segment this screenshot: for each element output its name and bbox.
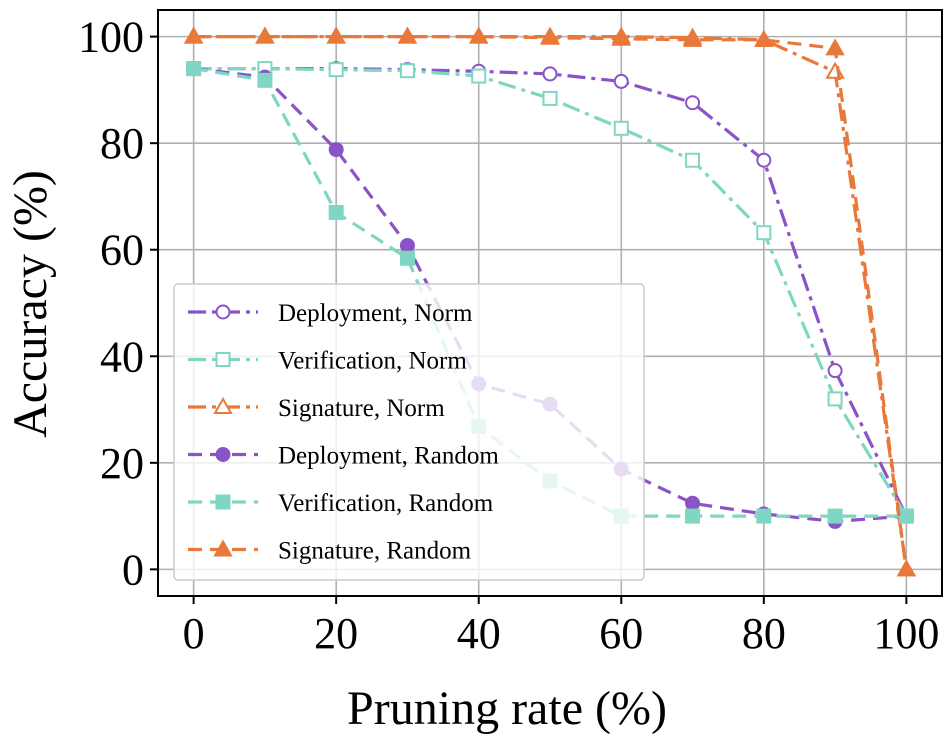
legend-swatch-marker: [213, 539, 233, 557]
data-point: [756, 152, 772, 168]
legend: Deployment, Norm Verification, Norm Signat…: [173, 283, 645, 581]
data-point: [328, 62, 344, 78]
data-point: [399, 237, 415, 253]
legend-item: Deployment, Random: [188, 443, 499, 470]
data-point: [685, 152, 701, 168]
legend-swatch-marker: [215, 352, 231, 367]
data-point: [542, 90, 558, 106]
legend-item: Verification, Norm: [188, 348, 467, 375]
x-tick-label: 0: [183, 609, 205, 658]
y-axis-label: Accuracy (%): [4, 170, 57, 438]
y-tick-label: 80: [100, 119, 144, 168]
y-tick-label: 100: [78, 13, 144, 62]
y-tick-label: 40: [100, 332, 144, 381]
legend-label: Signature, Random: [278, 538, 472, 565]
data-point: [827, 391, 843, 407]
data-point: [540, 27, 560, 45]
series-line: [193, 66, 908, 517]
data-point: [613, 73, 629, 89]
data-point: [183, 26, 204, 44]
data-point: [397, 26, 418, 44]
data-point: [328, 142, 344, 158]
data-point: [896, 559, 917, 577]
data-point: [827, 363, 843, 379]
plot-frame: [157, 9, 943, 597]
legend-item: Signature, Norm: [188, 395, 445, 422]
ticks: 0 20 40 60 80 100 0 20 40 60 80 100: [78, 13, 939, 658]
x-axis-label: Pruning rate (%): [347, 682, 667, 735]
data-point: [326, 26, 346, 44]
legend-label: Deployment, Random: [278, 443, 499, 470]
data-point: [471, 68, 487, 84]
data-point: [257, 72, 273, 88]
data-point: [754, 29, 774, 47]
x-tick-label: 20: [314, 609, 358, 658]
data-point: [611, 28, 631, 46]
legend-swatch-marker: [213, 396, 233, 414]
data-point: [825, 38, 845, 56]
data-point: [469, 26, 489, 44]
x-tick-label: 60: [599, 609, 643, 658]
data-point: [685, 508, 701, 524]
data-point: [613, 120, 629, 136]
series-signature-random: [183, 26, 917, 577]
data-point: [682, 29, 703, 47]
data-point: [756, 508, 772, 524]
x-tick-label: 100: [873, 609, 939, 658]
data-point: [399, 63, 415, 79]
x-tick-label: 80: [742, 609, 786, 658]
y-tick-label: 20: [100, 439, 144, 488]
data-point: [186, 61, 202, 77]
data-point: [542, 66, 558, 82]
legend-swatch-marker: [215, 304, 231, 320]
legend-swatch-marker: [215, 494, 231, 510]
data-point: [399, 250, 415, 266]
x-tick-label: 40: [457, 609, 501, 658]
data-point: [685, 95, 701, 111]
data-point: [685, 495, 701, 511]
legend-item: Signature, Random: [188, 538, 472, 565]
y-tick-label: 60: [100, 226, 144, 275]
data-point: [255, 26, 275, 44]
y-tick-label: 0: [122, 545, 144, 594]
legend-label: Signature, Norm: [278, 395, 445, 422]
legend-item: Verification, Random: [188, 490, 494, 517]
legend-swatch-marker: [215, 447, 231, 462]
data-point: [827, 508, 843, 524]
legend-item: Deployment, Norm: [188, 300, 473, 327]
legend-box: [173, 283, 645, 581]
legend-label: Verification, Random: [278, 490, 494, 517]
data-point: [328, 204, 344, 220]
data-point: [756, 225, 772, 241]
legend-label: Verification, Norm: [278, 348, 467, 375]
data-point: [898, 508, 914, 524]
legend-label: Deployment, Norm: [278, 300, 473, 327]
